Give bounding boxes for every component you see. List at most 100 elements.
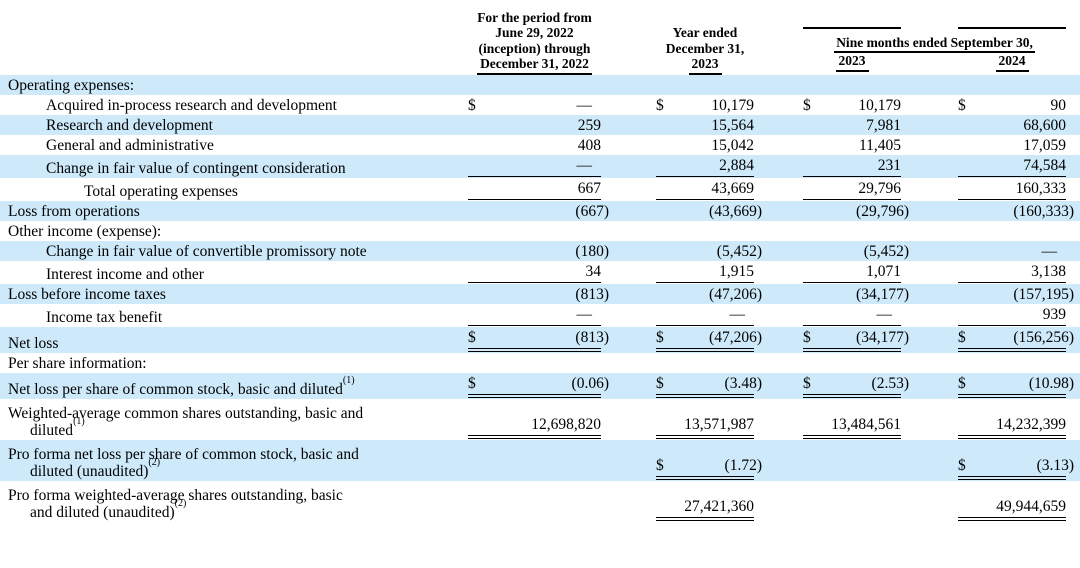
cell-content: 27,421,360 bbox=[656, 498, 754, 521]
table-body: Operating expenses: Acquired in-process … bbox=[0, 74, 1080, 522]
cell-value: 12,698,820 bbox=[531, 415, 601, 433]
currency-symbol: $ bbox=[803, 328, 811, 346]
cell-content: (29,796) bbox=[803, 203, 909, 220]
row-label: Change in fair value of convertible prom… bbox=[46, 242, 367, 260]
currency-symbol: $ bbox=[958, 96, 966, 114]
cell-content: 17,059 bbox=[958, 137, 1066, 154]
value-cell-col3 bbox=[803, 481, 901, 522]
value-cell-col2: 2,884 bbox=[656, 155, 754, 178]
cell-value: 939 bbox=[1042, 305, 1067, 323]
cell-value: (3.13) bbox=[1036, 456, 1075, 474]
cell-value: (47,206) bbox=[709, 328, 762, 346]
table-row: Income tax benefit — — — 939 bbox=[0, 304, 1080, 327]
cell-content: 13,571,987 bbox=[656, 416, 754, 439]
value-cell-col2: $ (47,206) bbox=[656, 327, 762, 353]
table-row: Operating expenses: bbox=[0, 74, 1080, 95]
table-row: Per share information: bbox=[0, 353, 1080, 373]
cell-content: 1,915 bbox=[656, 263, 754, 283]
value-cell-col1 bbox=[468, 440, 601, 481]
header-inception-period: For the period from June 29, 2022 (incep… bbox=[468, 0, 601, 75]
cell-value: 15,564 bbox=[711, 116, 754, 134]
table-row: Net loss per share of common stock, basi… bbox=[0, 372, 1080, 399]
cell-content: (43,669) bbox=[656, 203, 762, 220]
cell-content: 68,600 bbox=[958, 117, 1066, 134]
cell-value: (160,333) bbox=[1013, 202, 1075, 220]
cell-value: 34 bbox=[585, 262, 602, 280]
value-cell-col2: 15,564 bbox=[656, 115, 754, 135]
value-cell-col1: 34 bbox=[468, 261, 601, 284]
value-cell-col2: 15,042 bbox=[656, 135, 754, 155]
cell-content: (157,195) bbox=[958, 286, 1074, 303]
value-cell-col3: 231 bbox=[803, 155, 901, 178]
currency-symbol: $ bbox=[958, 328, 966, 346]
value-cell-col2: 1,915 bbox=[656, 261, 754, 284]
header-row-years: 2023 2024 bbox=[0, 53, 1080, 75]
currency-symbol: $ bbox=[656, 96, 664, 114]
cell-value: 14,232,399 bbox=[996, 415, 1067, 433]
table-row: Change in fair value of convertible prom… bbox=[0, 240, 1080, 261]
cell-value: 43,669 bbox=[711, 179, 754, 197]
value-cell-col4: 3,138 bbox=[958, 261, 1067, 284]
column-overlines bbox=[803, 26, 1067, 29]
cell-value: 74,584 bbox=[1023, 156, 1067, 174]
cell-content: 13,484,561 bbox=[803, 416, 901, 439]
value-cell-col1: 12,698,820 bbox=[468, 399, 601, 440]
value-cell-col4: 14,232,399 bbox=[958, 399, 1067, 440]
cell-content: $10,179 bbox=[803, 97, 901, 114]
cell-content: $ (1.72) bbox=[656, 457, 762, 480]
footnote-ref: (1) bbox=[73, 416, 85, 428]
value-cell-col4: $90 bbox=[958, 95, 1066, 115]
cell-content: 12,698,820 bbox=[468, 416, 601, 439]
cell-content: (180) bbox=[468, 243, 609, 260]
cell-content: $ (813) bbox=[468, 329, 609, 352]
cell-content: $ (156,256) bbox=[958, 328, 1074, 352]
cell-content: 7,981 bbox=[803, 117, 901, 134]
cell-value: (3.48) bbox=[724, 374, 762, 392]
value-cell-col2: (43,669) bbox=[656, 201, 762, 221]
value-cell-col3: 11,405 bbox=[803, 135, 901, 155]
value-cell-col1: (667) bbox=[468, 201, 609, 221]
cell-content: (667) bbox=[468, 203, 609, 220]
value-cell-col4: — bbox=[958, 241, 1066, 261]
value-cell-col3: $ (2.53) bbox=[803, 373, 909, 399]
cell-content: — bbox=[656, 306, 754, 326]
currency-symbol: $ bbox=[468, 374, 476, 392]
value-cell-col2 bbox=[656, 353, 754, 373]
cell-value: (813) bbox=[575, 285, 609, 303]
cell-value: (34,177) bbox=[856, 328, 909, 346]
value-cell-col3 bbox=[803, 353, 901, 373]
cell-value: (813) bbox=[575, 328, 609, 346]
value-cell-col1: 408 bbox=[468, 135, 601, 155]
cell-content: 43,669 bbox=[656, 180, 754, 200]
cell-value: 13,484,561 bbox=[831, 415, 901, 433]
value-cell-col3: — bbox=[803, 304, 901, 327]
cell-value: 231 bbox=[877, 156, 901, 174]
cell-value: (667) bbox=[575, 202, 609, 220]
row-label: Operating expenses: bbox=[8, 76, 135, 94]
cell-value: 1,071 bbox=[866, 262, 901, 280]
header-nine-months-label: Nine months ended September 30, bbox=[834, 35, 1035, 53]
value-cell-col3: 7,981 bbox=[803, 115, 901, 135]
cell-content: $ — bbox=[468, 97, 601, 114]
table-row: Change in fair value of contingent consi… bbox=[0, 154, 1080, 178]
overline-2023-column bbox=[803, 26, 901, 29]
header-line: December 31, bbox=[665, 40, 745, 56]
row-label: Net loss bbox=[8, 334, 59, 352]
cell-content: $ (3.48) bbox=[656, 375, 762, 398]
header-year-ended-text: Year ended December 31, 2023 bbox=[666, 25, 744, 75]
header-line: (inception) through bbox=[478, 40, 591, 56]
cell-content: 939 bbox=[958, 305, 1067, 326]
cell-value: (5,452) bbox=[863, 242, 909, 260]
cell-value: — bbox=[576, 156, 593, 174]
value-cell-col3: (29,796) bbox=[803, 201, 909, 221]
cell-content: 408 bbox=[468, 137, 601, 154]
value-cell-col4: $ (156,256) bbox=[958, 327, 1074, 353]
cell-value: 90 bbox=[1050, 96, 1067, 114]
cell-content: $ (10.98) bbox=[958, 375, 1074, 398]
row-label: Acquired in-process research and develop… bbox=[46, 96, 337, 114]
cell-content: 259 bbox=[468, 117, 601, 134]
header-year-2023: 2023 bbox=[688, 56, 722, 75]
cell-content: 1,071 bbox=[803, 263, 901, 283]
value-cell-col2: $ (1.72) bbox=[656, 440, 762, 481]
value-cell-col3 bbox=[803, 75, 901, 95]
